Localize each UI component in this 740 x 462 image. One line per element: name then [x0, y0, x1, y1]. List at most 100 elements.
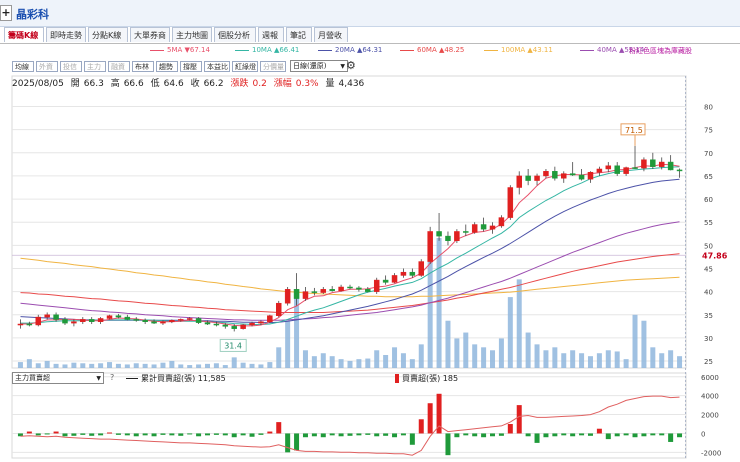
- tab-2[interactable]: 分點K線: [88, 27, 128, 42]
- indicator-select[interactable]: 主力買賣超 ▼: [12, 372, 104, 384]
- volume-bar: [481, 347, 487, 368]
- toolbar-button-1[interactable]: 外資: [36, 61, 58, 72]
- candle-body: [445, 235, 451, 241]
- volume-bar: [392, 347, 398, 368]
- ma-legend-item-4[interactable]: 100MA ▲43.11: [484, 46, 553, 54]
- cumulative-legend: 累計買賣超(張) 11,585: [126, 373, 226, 384]
- tab-3[interactable]: 大單券商: [130, 27, 170, 42]
- toolbar-button-2[interactable]: 投信: [60, 61, 82, 72]
- net-buysell-bar: [98, 433, 104, 436]
- change-value: 0.2: [252, 79, 267, 89]
- cumulative-swatch: [126, 378, 138, 379]
- candle-body: [409, 271, 416, 276]
- toolbar-button-0[interactable]: 均線: [12, 61, 34, 72]
- ma-legend-item-1[interactable]: 10MA ▲66.41: [235, 46, 299, 54]
- pct-value: 0.3%: [295, 79, 319, 89]
- net-buysell-bar: [285, 433, 291, 453]
- tab-8[interactable]: 月營收: [314, 27, 348, 42]
- toolbar-button-8[interactable]: 本益比: [204, 61, 230, 72]
- candle-body: [115, 315, 122, 318]
- volume-bar: [409, 359, 415, 368]
- ma-legend-item-3[interactable]: 60MA ▲48.25: [400, 46, 464, 54]
- toolbar-button-10[interactable]: 分價量: [260, 61, 286, 72]
- candle-body: [44, 314, 50, 318]
- toolbar-button-5[interactable]: 布林: [132, 61, 154, 72]
- candle-body: [391, 275, 398, 283]
- lower-tick-label: -2000: [701, 449, 721, 457]
- net-buysell-bar: [187, 433, 193, 435]
- net-buysell-bar: [659, 433, 665, 436]
- volume-bar: [596, 353, 602, 368]
- volume-bar: [543, 350, 549, 368]
- candle-body: [525, 175, 531, 181]
- candle-body: [471, 224, 478, 233]
- net-buysell-bar: [133, 433, 139, 437]
- net-buysell-bar: [472, 433, 478, 437]
- candle-body: [365, 289, 371, 292]
- price-tick-label: 50: [704, 242, 713, 250]
- candle-body: [561, 173, 567, 179]
- volume-bar: [249, 363, 255, 368]
- period-select-value: 日線(還原): [293, 62, 327, 70]
- net-buysell-bar: [222, 433, 228, 436]
- volume-bar: [677, 356, 683, 368]
- pct-label: 漲幅: [273, 79, 292, 89]
- net-buysell-bar: [115, 433, 121, 435]
- price-tick-label: 70: [704, 150, 713, 158]
- net-buysell-bar: [107, 432, 113, 434]
- toolbar-button-9[interactable]: 紅綠燈: [232, 61, 258, 72]
- net-swatch-up: [395, 374, 399, 383]
- tab-7[interactable]: 筆記: [286, 27, 312, 42]
- net-buysell-bar: [124, 433, 130, 436]
- quote-date: 2025/08/05: [12, 79, 64, 89]
- net-buysell-bar: [561, 433, 567, 436]
- toolbar-button-7[interactable]: 撐壓: [180, 61, 202, 72]
- candle-body: [17, 323, 24, 326]
- toolbar-button-6[interactable]: 趨勢: [156, 61, 178, 72]
- volume-bar: [579, 353, 585, 368]
- candle-body: [293, 289, 300, 299]
- net-label: 買賣超(張) 185: [402, 374, 459, 383]
- ma-legend-label: 5MA ▼67.14: [167, 46, 210, 54]
- volume-bar: [160, 362, 166, 368]
- tab-4[interactable]: 主力地圖: [172, 27, 212, 42]
- lower-tick-label: 6000: [701, 374, 719, 382]
- volume-bar: [26, 359, 32, 368]
- net-buysell-bar: [276, 422, 282, 434]
- ma-legend-item-2[interactable]: 20MA ▲64.31: [318, 46, 382, 54]
- ma-legend-item-5[interactable]: 40MA ▲55.14: [580, 46, 644, 54]
- high-label: 高: [110, 79, 120, 89]
- help-icon[interactable]: ?: [110, 373, 115, 382]
- toolbar-button-3[interactable]: 主力: [84, 61, 106, 72]
- toolbar-button-4[interactable]: 融資: [108, 61, 130, 72]
- tab-1[interactable]: 即時走勢: [46, 27, 86, 42]
- candle-body: [133, 319, 139, 321]
- period-select[interactable]: 日線(還原) ▼: [290, 60, 348, 72]
- gear-icon[interactable]: ⚙: [346, 59, 356, 72]
- quote-line: 2025/08/05 開 66.3 高 66.6 低 64.6 收 66.2 漲跌 0.2…: [12, 76, 368, 89]
- volume-bar: [258, 364, 264, 368]
- tab-6[interactable]: 週報: [258, 27, 284, 42]
- ma-line-ma10: [20, 166, 680, 325]
- volume-bar: [534, 344, 540, 368]
- tab-0[interactable]: 籌碼K線: [4, 27, 44, 42]
- cumulative-line: [20, 395, 680, 456]
- ma-line-swatch: [235, 49, 249, 51]
- net-buysell-bar: [213, 433, 219, 435]
- volume-bar: [436, 238, 442, 368]
- volume-bar: [196, 364, 202, 368]
- ma-legend-item-0[interactable]: 5MA ▼67.14: [150, 46, 210, 54]
- volume-bar: [89, 363, 95, 368]
- expand-button[interactable]: +: [0, 5, 12, 21]
- candle-body: [80, 319, 86, 322]
- net-buysell-bar: [534, 433, 540, 443]
- candle-body: [658, 161, 665, 167]
- tab-5[interactable]: 個股分析: [214, 27, 256, 42]
- net-buysell-bar: [26, 431, 32, 434]
- low-value: 64.6: [163, 79, 184, 89]
- net-buysell-bar: [579, 433, 585, 436]
- candle-body: [178, 319, 184, 321]
- net-buysell-bar: [169, 433, 175, 436]
- candle-body: [480, 224, 487, 230]
